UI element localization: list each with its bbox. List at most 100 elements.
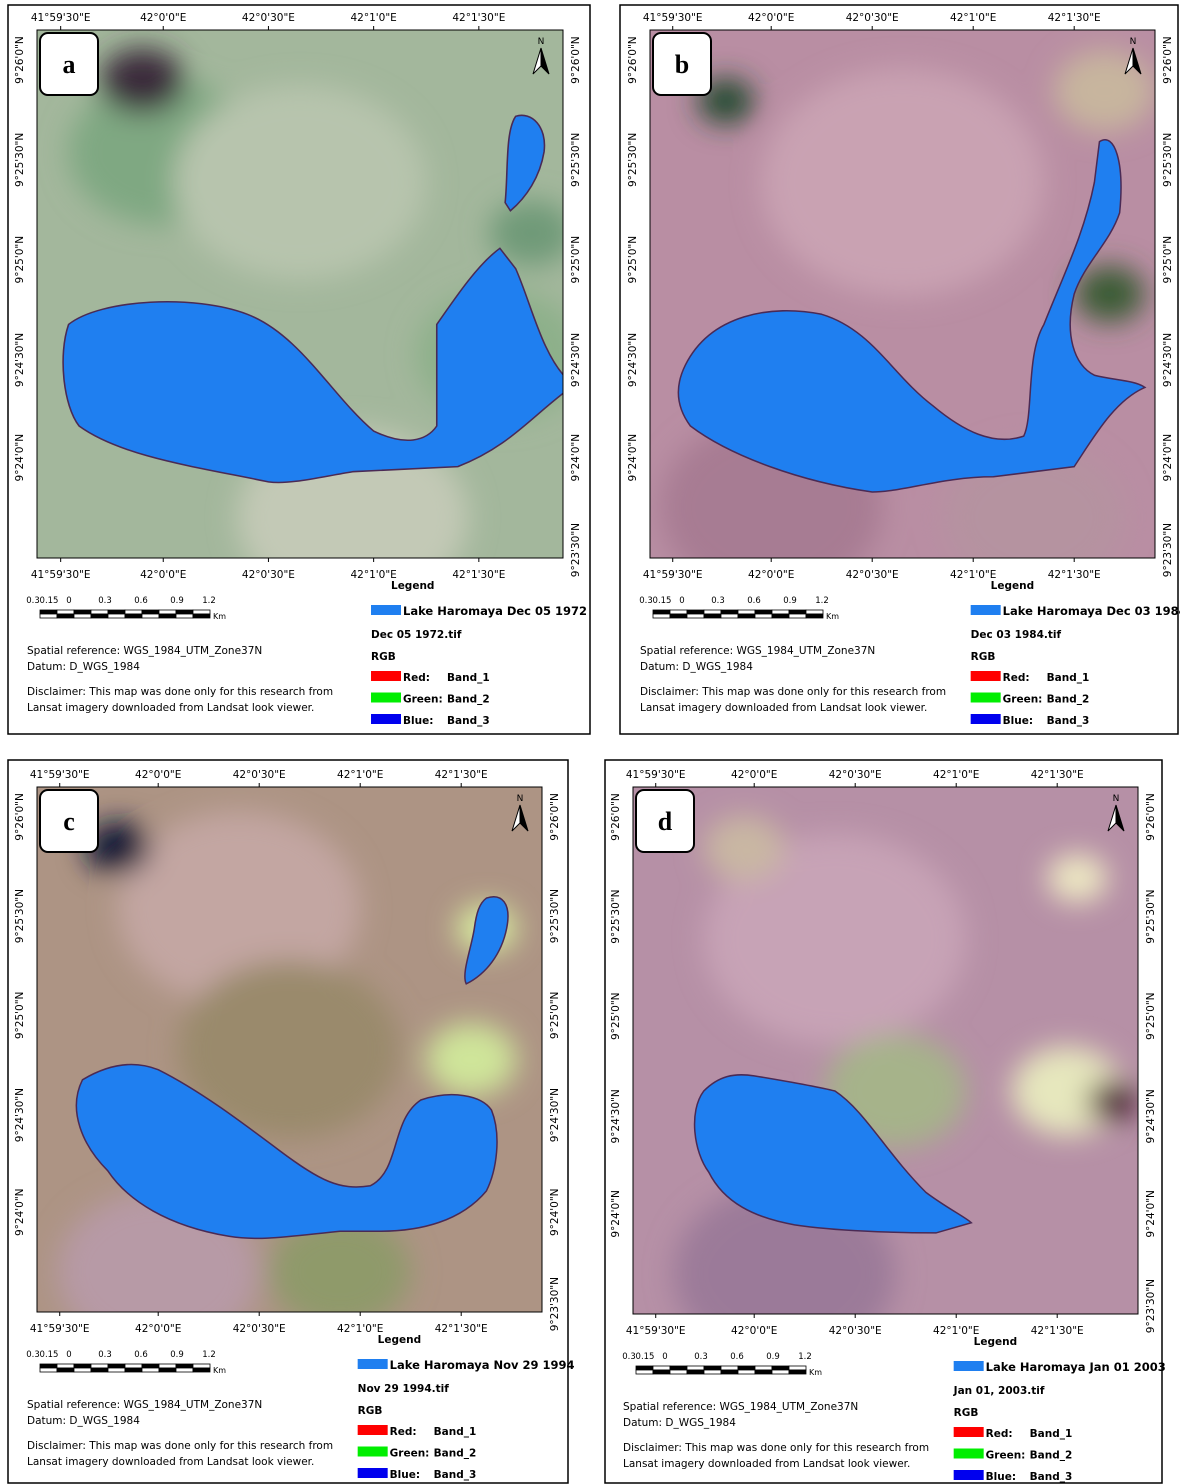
left-latitude: 9°24'30"N (610, 1089, 622, 1143)
scale-bar-cell (789, 1370, 806, 1374)
scale-bar-cell (176, 614, 193, 618)
scale-bar-cell (193, 610, 210, 614)
scale-bar-cell (687, 614, 704, 618)
band-swatch (371, 693, 401, 703)
right-latitude: 9°26'0"N (1145, 793, 1157, 841)
scale-bar-cell (738, 1370, 755, 1374)
disclaimer: Disclaimer: This map was done only for t… (27, 1440, 333, 1452)
top-longitude: 42°1'0"E (950, 12, 996, 24)
scale-bar-cell (91, 1368, 108, 1372)
bottom-longitude: 42°0'0"E (731, 1325, 777, 1337)
top-longitude: 41°59'30"E (643, 12, 703, 24)
left-latitude: 9°25'0"N (14, 236, 26, 284)
scale-bar-cell (806, 610, 823, 614)
legend-layer: Lake Haromaya Nov 29 1994 (390, 1358, 575, 1372)
scale-bar-cell (176, 1368, 193, 1372)
disclaimer: Lansat imagery downloaded from Landsat l… (27, 1456, 314, 1468)
panel-letter: b (675, 50, 689, 79)
scale-bar-cell (721, 1366, 738, 1370)
texture-blob (1088, 1081, 1139, 1122)
bottom-longitude: 42°0'0"E (135, 1323, 181, 1335)
right-latitude: 9°24'0"N (1162, 434, 1174, 482)
scale-bar-cell (653, 614, 670, 618)
scale-unit: Km (809, 1368, 822, 1377)
bottom-longitude: 42°1'30"E (435, 1323, 488, 1335)
scale-bar-cell (159, 1368, 176, 1372)
right-latitude: 9°25'0"N (570, 236, 582, 284)
left-latitude: 9°24'0"N (627, 434, 639, 482)
scale-bar-cell (670, 610, 687, 614)
panel-letter: c (63, 807, 75, 836)
legend-raster: Dec 03 1984.tif (971, 629, 1062, 641)
scale-label: 0.9 (170, 596, 184, 606)
left-latitude: 9°24'30"N (14, 333, 26, 387)
scale-bar-cell (755, 1366, 772, 1370)
legend-title: Legend (974, 1336, 1017, 1348)
bottom-longitude: 42°0'30"E (242, 569, 295, 581)
scale-label: 1.2 (798, 1352, 812, 1362)
right-latitude: 9°25'30"N (1162, 133, 1174, 187)
right-latitude: 9°23'30"N (549, 1277, 561, 1331)
scale-label: 0.3 (639, 596, 653, 606)
band-channel: Blue: (390, 1469, 420, 1481)
bottom-longitude: 42°0'0"E (748, 569, 794, 581)
top-longitude: 42°0'30"E (829, 769, 882, 781)
band-channel: Red: (1003, 672, 1030, 684)
scale-bar-cell (125, 1368, 142, 1372)
scale-bar-cell (40, 610, 57, 614)
texture-blob (1047, 854, 1108, 903)
bottom-longitude: 42°1'0"E (337, 1323, 383, 1335)
left-latitude: 9°25'30"N (610, 890, 622, 944)
top-longitude: 42°1'0"E (350, 12, 396, 24)
scale-bar-cell (653, 1366, 670, 1370)
right-latitude: 9°24'30"N (1145, 1089, 1157, 1143)
satellite-image (650, 30, 1155, 597)
scale-bar-cell (193, 614, 210, 618)
band-name: Band_2 (1047, 694, 1090, 706)
left-latitude: 9°24'30"N (627, 333, 639, 387)
top-longitude: 42°0'0"E (731, 769, 777, 781)
scale-bar-cell (142, 1364, 159, 1368)
left-latitude: 9°25'0"N (627, 236, 639, 284)
scale-unit: Km (213, 1366, 226, 1375)
scale-bar-cell (704, 1370, 721, 1374)
band-swatch (971, 671, 1001, 681)
texture-blob (174, 85, 426, 280)
band-name: Band_3 (447, 715, 490, 727)
scale-bar-cell (789, 614, 806, 618)
satellite-image (37, 30, 584, 607)
satellite-image (37, 787, 542, 1352)
scale-label: 0.6 (134, 596, 148, 606)
bottom-longitude: 41°59'30"E (626, 1325, 686, 1337)
left-latitude: 9°26'0"N (610, 793, 622, 841)
band-channel: Green: (986, 1450, 1026, 1462)
right-latitude: 9°25'0"N (1162, 236, 1174, 284)
legend-layer: Lake Haromaya Dec 03 1984 (1003, 604, 1180, 618)
legend-swatch (954, 1361, 984, 1371)
top-longitude: 42°0'30"E (846, 12, 899, 24)
scale-label: 0.3 (694, 1352, 708, 1362)
scale-bar-cell (91, 610, 108, 614)
right-latitude: 9°25'0"N (549, 992, 561, 1040)
top-longitude: 42°0'0"E (140, 12, 186, 24)
scale-label: 0 (679, 596, 684, 606)
scale-label: 0 (66, 596, 71, 606)
north-label: N (1113, 794, 1120, 804)
band-channel: Blue: (1003, 715, 1033, 727)
left-latitude: 9°24'0"N (610, 1190, 622, 1238)
right-latitude: 9°24'30"N (549, 1088, 561, 1142)
right-latitude: 9°26'0"N (1162, 36, 1174, 84)
disclaimer: Lansat imagery downloaded from Landsat l… (27, 702, 314, 714)
scale-bar-cell (91, 1364, 108, 1368)
scale-bar-cell (670, 614, 687, 618)
satellite-image (633, 787, 1138, 1363)
scale-bar-cell (74, 1368, 91, 1372)
band-name: Band_1 (1030, 1428, 1073, 1440)
scale-bar-cell (704, 1366, 721, 1370)
legend-swatch (358, 1359, 388, 1369)
top-longitude: 42°0'0"E (135, 769, 181, 781)
scale-bar-cell (57, 1368, 74, 1372)
scale-unit: Km (826, 612, 839, 621)
scale-label: 0.3 (26, 596, 40, 606)
